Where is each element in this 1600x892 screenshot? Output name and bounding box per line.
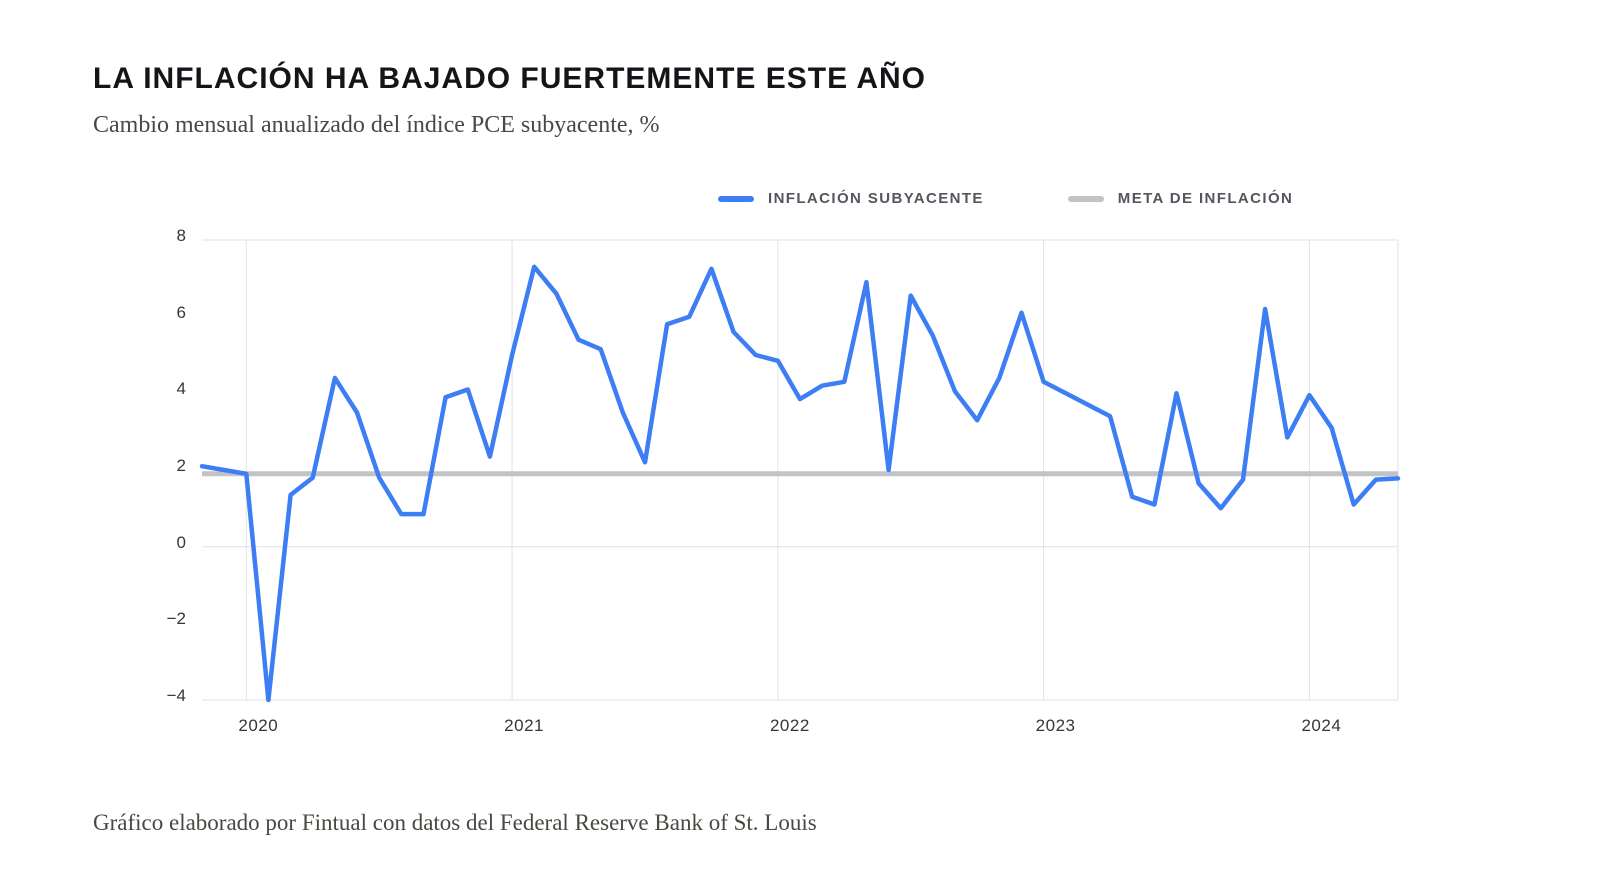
core-inflation-swatch-icon	[718, 195, 754, 202]
line-chart	[199, 239, 1401, 703]
core-inflation-line	[199, 264, 1401, 703]
legend: INFLACIÓN SUBYACENTE META DE INFLACIÓN	[718, 190, 1293, 207]
page-title: LA INFLACIÓN HA BAJADO FUERTEMENTE ESTE …	[93, 62, 927, 95]
x-tick-label: 2021	[504, 716, 545, 735]
y-tick-label: −2	[166, 609, 186, 629]
plot-area	[199, 239, 1401, 703]
inflation-target-swatch-icon	[1067, 195, 1104, 202]
x-tick-label: 2023	[1035, 716, 1076, 735]
legend-label-core-inflation: INFLACIÓN SUBYACENTE	[768, 190, 984, 207]
x-tick-label: 2020	[238, 716, 279, 735]
page-subtitle: Cambio mensual anualizado del índice PCE…	[93, 112, 660, 138]
y-tick-label: 2	[176, 456, 186, 475]
legend-item-core-inflation: INFLACIÓN SUBYACENTE	[718, 190, 984, 207]
y-axis: 8 6 4 2 0 −2 −4	[110, 226, 186, 705]
y-tick-label: 8	[176, 226, 186, 245]
x-tick-label: 2024	[1301, 716, 1342, 735]
y-tick-label: −4	[166, 686, 186, 705]
y-tick-label: 6	[176, 302, 186, 322]
y-tick-label: 4	[176, 379, 186, 399]
legend-label-inflation-target: META DE INFLACIÓN	[1117, 190, 1294, 207]
source-attribution: Gráfico elaborado por Fintual con datos …	[93, 810, 817, 835]
y-tick-label: 0	[176, 532, 186, 552]
x-axis: 2020 2021 2022 2023 2024	[202, 716, 1398, 746]
legend-item-inflation-target: META DE INFLACIÓN	[1067, 190, 1294, 207]
x-tick-label: 2022	[769, 716, 810, 735]
